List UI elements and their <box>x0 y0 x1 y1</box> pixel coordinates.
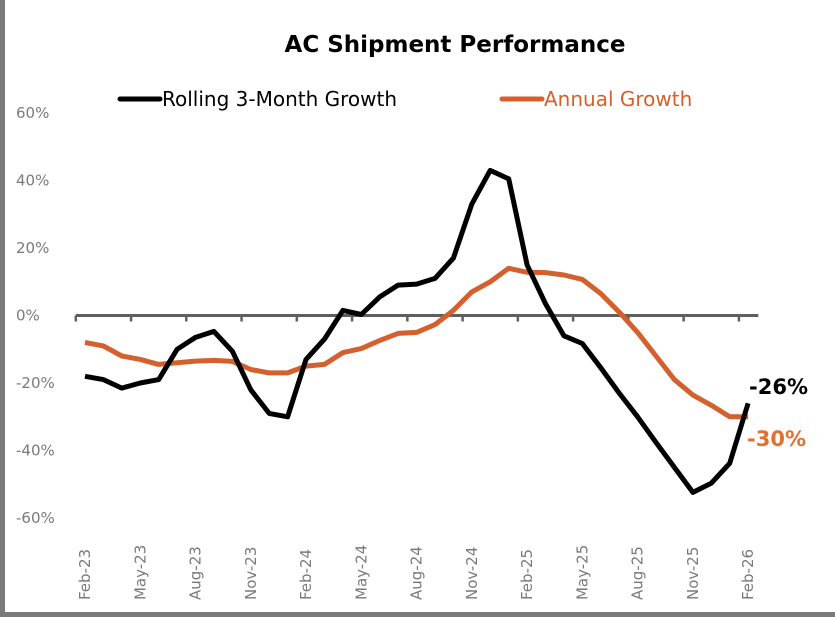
chart-title: AC Shipment Performance <box>285 32 626 58</box>
y-tick-label: 60% <box>16 104 49 122</box>
y-tick-label: 40% <box>16 172 49 190</box>
y-axis: 60% 40% 20% 0% -20% -40% -60% <box>16 104 55 527</box>
x-axis: Feb-23 May-23 Aug-23 Nov-23 Feb-24 May-24 Aug-… <box>74 314 759 600</box>
end-label-rolling: -26% <box>749 375 808 399</box>
x-tick-label: Nov-25 <box>684 547 702 600</box>
x-tick-label: May-25 <box>573 545 591 600</box>
legend: Rolling 3-Month Growth Annual Growth <box>117 87 692 111</box>
legend-label-annual: Annual Growth <box>544 87 692 111</box>
x-tick-label: Feb-25 <box>518 549 536 600</box>
end-label-annual: -30% <box>747 427 806 451</box>
x-tick-label: Feb-23 <box>76 549 94 600</box>
series-lines <box>84 167 751 495</box>
x-tick-label: Aug-25 <box>629 546 647 600</box>
legend-label-rolling: Rolling 3-Month Growth <box>162 87 397 111</box>
y-tick-label: -40% <box>16 442 55 460</box>
x-tick-label: Feb-26 <box>739 549 757 600</box>
x-tick-label: Nov-23 <box>242 547 260 600</box>
x-tick-label: Feb-24 <box>297 549 315 600</box>
y-tick-label: 20% <box>16 239 49 257</box>
y-tick-label: -20% <box>16 374 55 392</box>
x-tick-label: May-24 <box>352 545 370 600</box>
x-tick-label: May-23 <box>131 545 149 600</box>
x-tick-label: Aug-24 <box>408 546 426 600</box>
y-tick-label: -60% <box>16 509 55 527</box>
x-tick-label: Aug-23 <box>187 546 205 600</box>
y-tick-label: 0% <box>16 307 40 325</box>
x-tick-label: Nov-24 <box>463 547 481 600</box>
